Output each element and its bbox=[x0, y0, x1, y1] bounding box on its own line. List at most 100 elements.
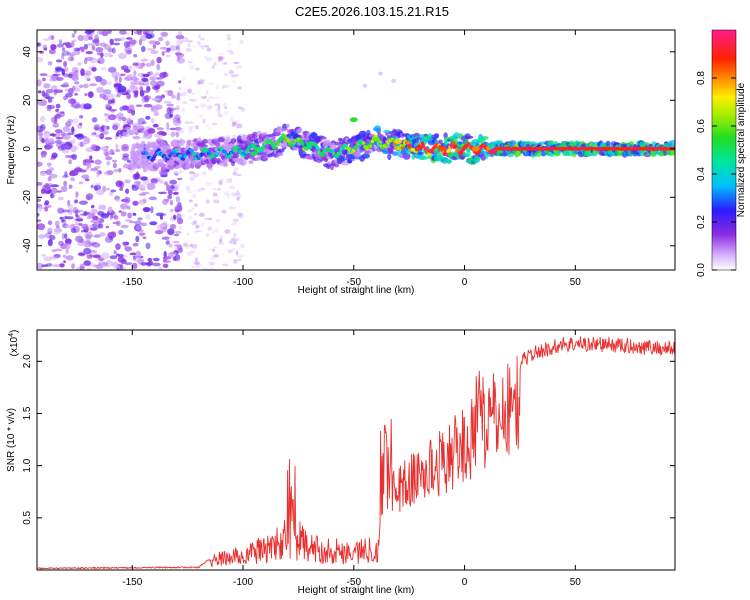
heat-noise-blob bbox=[145, 30, 154, 34]
heat-noise-blob bbox=[74, 199, 79, 204]
heat-noise-blob bbox=[50, 35, 55, 40]
heat-ridge-blob bbox=[374, 125, 382, 132]
heat-noise-blob bbox=[117, 52, 127, 60]
heat-noise-blob bbox=[187, 244, 190, 249]
heat-noise-blob bbox=[199, 212, 205, 217]
heat-noise-blob bbox=[64, 171, 68, 178]
heat-ridge-blob bbox=[629, 141, 634, 146]
heat-noise-blob bbox=[40, 115, 46, 123]
heat-noise-blob bbox=[86, 162, 92, 169]
colorbar: 0.0 0.2 0.4 0.6 0.8 Normalized spectral ampl… bbox=[696, 29, 747, 277]
heat-noise-blob bbox=[111, 47, 116, 54]
heat-noise-blob bbox=[238, 212, 244, 217]
heat-noise-blob bbox=[55, 108, 59, 112]
heat-noise-blob bbox=[85, 234, 91, 242]
heat-noise-blob bbox=[167, 194, 173, 200]
colorbar-tick-label: 0.0 bbox=[696, 263, 707, 277]
heat-ridge-blob bbox=[185, 163, 191, 170]
heat-ridge-blob bbox=[277, 148, 285, 153]
heat-noise-blob bbox=[391, 78, 397, 83]
heat-noise-blob bbox=[217, 188, 222, 191]
x-tick-label: 0 bbox=[462, 577, 468, 588]
heat-noise-blob bbox=[158, 191, 168, 194]
heat-noise-blob bbox=[77, 253, 86, 256]
heat-noise-blob bbox=[149, 221, 158, 226]
heat-noise-blob bbox=[78, 181, 84, 185]
heat-noise-blob bbox=[103, 44, 112, 50]
heat-peak-blob bbox=[471, 146, 480, 152]
heat-noise-blob bbox=[175, 34, 185, 40]
heat-noise-blob bbox=[214, 103, 221, 106]
heat-noise-blob bbox=[182, 91, 187, 97]
heat-noise-blob bbox=[232, 171, 238, 176]
heat-noise-blob bbox=[147, 47, 156, 51]
heat-noise-blob bbox=[110, 99, 115, 104]
heat-noise-blob bbox=[176, 96, 181, 101]
heat-noise-blob bbox=[227, 249, 233, 254]
heat-noise-blob bbox=[154, 230, 164, 235]
heat-noise-blob bbox=[226, 49, 233, 53]
heat-noise-blob bbox=[65, 216, 74, 220]
heat-noise-blob bbox=[84, 57, 88, 65]
heat-noise-blob bbox=[92, 242, 101, 248]
heat-noise-blob bbox=[148, 71, 154, 76]
heat-noise-blob bbox=[142, 236, 147, 240]
heat-noise-blob bbox=[134, 180, 142, 185]
heat-ridge-core bbox=[181, 157, 185, 161]
heat-noise-blob bbox=[127, 88, 133, 92]
snr-x-label: Height of straight line (km) bbox=[298, 585, 415, 596]
heat-noise-blob bbox=[183, 242, 188, 247]
heat-ridge-blob bbox=[276, 152, 284, 157]
heat-noise-blob bbox=[192, 189, 199, 192]
heat-ridge-blob bbox=[223, 162, 228, 168]
heat-ridge-blob bbox=[200, 144, 208, 148]
heat-noise-blob bbox=[39, 225, 43, 231]
heat-noise-blob bbox=[47, 98, 53, 103]
heat-noise-blob bbox=[232, 120, 238, 126]
heat-noise-blob bbox=[131, 65, 136, 72]
heat-noise-blob bbox=[176, 113, 180, 120]
heat-noise-blob bbox=[57, 196, 64, 201]
heat-noise-blob bbox=[91, 45, 96, 51]
heat-noise-blob bbox=[103, 264, 108, 268]
heat-noise-blob bbox=[205, 124, 211, 127]
heat-noise-blob bbox=[240, 243, 246, 249]
heat-noise-blob bbox=[202, 118, 206, 124]
heat-noise-blob bbox=[49, 133, 56, 137]
heat-noise-blob bbox=[131, 86, 139, 91]
heat-ridge-blob bbox=[211, 159, 216, 165]
heat-noise-blob bbox=[102, 89, 108, 93]
heat-noise-blob bbox=[177, 213, 182, 219]
heat-noise-blob bbox=[93, 75, 98, 79]
heat-noise-blob bbox=[41, 153, 47, 158]
heat-ridge-core bbox=[447, 148, 451, 153]
heat-noise-blob bbox=[174, 173, 179, 176]
heat-noise-blob bbox=[139, 232, 146, 236]
heat-noise-blob bbox=[237, 86, 242, 90]
heat-noise-blob bbox=[167, 189, 173, 196]
heat-noise-blob bbox=[120, 211, 127, 217]
heat-noise-blob bbox=[175, 205, 181, 212]
heat-noise-blob bbox=[79, 115, 84, 119]
heat-noise-blob bbox=[226, 193, 231, 199]
heat-noise-blob bbox=[85, 30, 95, 34]
snr-scale-prefix: (x10 bbox=[9, 336, 20, 356]
heat-noise-blob bbox=[89, 254, 94, 258]
heat-ridge-blob bbox=[509, 140, 517, 146]
heat-ridge-core bbox=[232, 148, 236, 153]
heat-noise-blob bbox=[132, 135, 141, 140]
heat-ridge-blob bbox=[402, 153, 411, 160]
heat-ridge-blob bbox=[144, 163, 149, 167]
heat-noise-blob bbox=[134, 93, 138, 98]
heat-noise-blob bbox=[67, 56, 74, 62]
heat-noise-blob bbox=[37, 262, 44, 270]
heat-noise-blob bbox=[205, 232, 210, 238]
heat-ridge-blob bbox=[481, 136, 489, 140]
heat-noise-blob bbox=[108, 108, 117, 112]
heat-noise-blob bbox=[236, 65, 243, 69]
heat-noise-blob bbox=[124, 246, 132, 252]
colorbar-tick-label: 0.4 bbox=[696, 167, 707, 181]
y-tick-label: -20 bbox=[22, 190, 33, 205]
heat-noise-blob bbox=[63, 60, 68, 68]
heat-ridge-core bbox=[223, 150, 228, 154]
